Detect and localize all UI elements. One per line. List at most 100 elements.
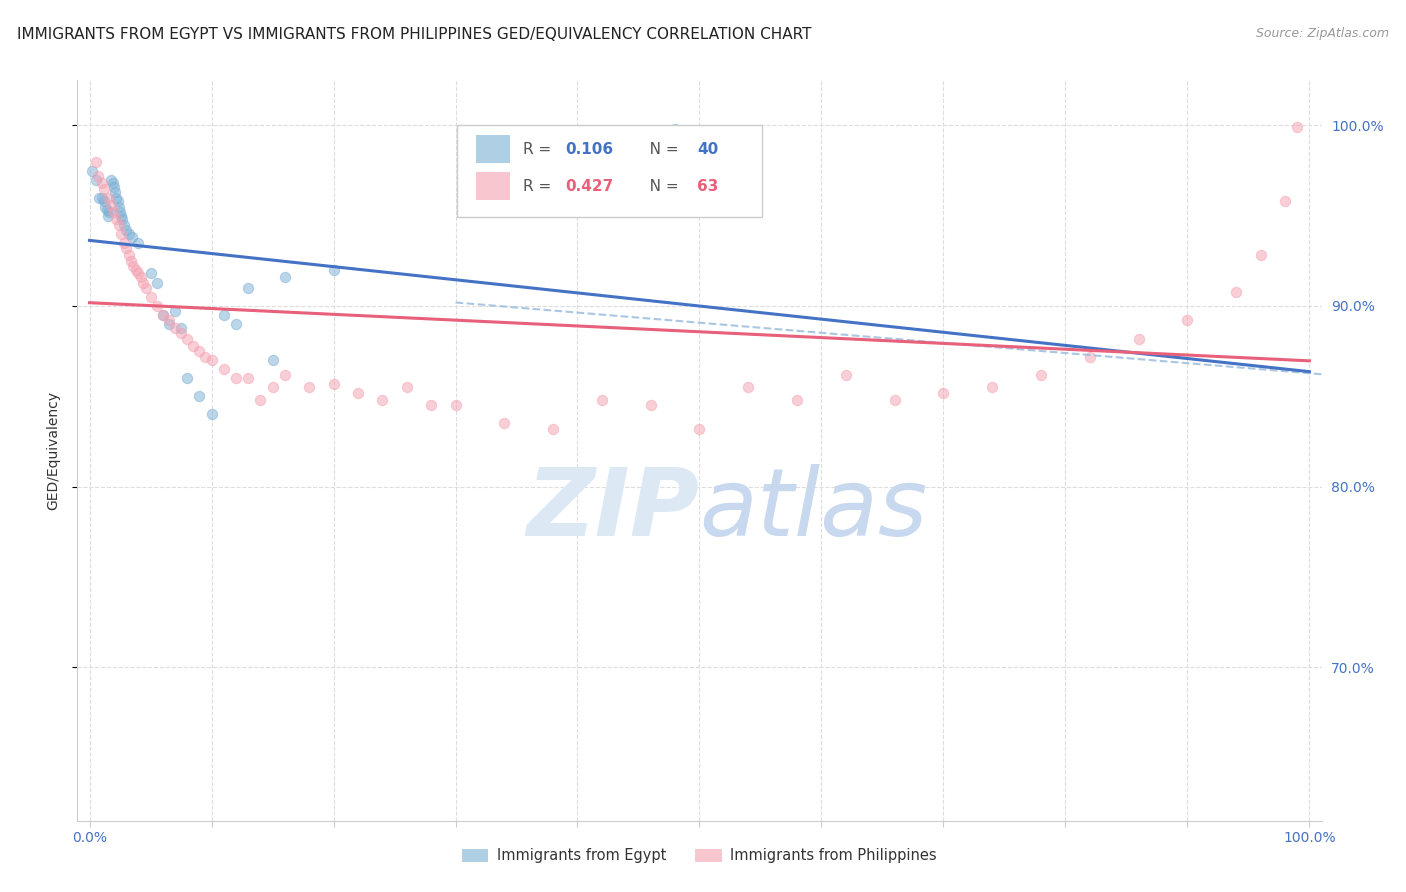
Point [105,212,128,227]
Point [112,218,135,232]
Point [157,313,180,327]
Point [262,380,284,394]
Point [273,270,295,285]
Point [420,398,443,412]
Text: IMMIGRANTS FROM EGYPT VS IMMIGRANTS FROM PHILIPPINES GED/EQUIVALENCY CORRELATION: IMMIGRANTS FROM EGYPT VS IMMIGRANTS FROM… [17,27,811,42]
Text: N =: N = [634,142,683,157]
Point [371,392,394,407]
Point [107,194,129,209]
Point [236,281,259,295]
Point [108,205,131,219]
Point [181,339,204,353]
Point [981,380,1004,394]
Point [127,235,149,250]
Point [97,191,120,205]
Point [212,308,235,322]
Point [1177,313,1199,327]
Point [932,385,955,400]
Point [1286,120,1309,135]
Point [132,276,155,290]
Point [115,223,138,237]
Point [1250,248,1272,262]
Point [98,205,121,219]
Point [883,392,905,407]
Point [120,253,142,268]
Point [127,267,149,281]
Text: 63: 63 [697,178,718,194]
Text: ZIP: ZIP [527,464,700,556]
Point [347,385,370,400]
Point [145,299,167,313]
Point [129,270,152,285]
Point [170,326,193,340]
Point [100,198,122,212]
Point [163,320,186,334]
Point [103,205,125,219]
Point [262,353,284,368]
Y-axis label: GED/Equivalency: GED/Equivalency [46,391,60,510]
FancyBboxPatch shape [457,125,762,218]
Point [176,331,198,345]
FancyBboxPatch shape [475,135,510,163]
Point [737,380,759,394]
Point [225,371,247,385]
Point [157,317,180,331]
Point [84,172,107,186]
Point [115,241,138,255]
Point [444,398,467,412]
Point [194,350,217,364]
Point [152,308,174,322]
Point [249,392,271,407]
Point [494,417,516,431]
Point [236,371,259,385]
Point [786,392,808,407]
Point [139,267,162,281]
Point [97,209,120,223]
Point [93,194,115,209]
Point [188,344,211,359]
Text: 0.427: 0.427 [565,178,613,194]
Point [591,392,613,407]
Point [87,169,110,183]
Point [90,176,112,190]
Point [122,260,145,274]
Point [176,371,198,385]
Legend: Immigrants from Egypt, Immigrants from Philippines: Immigrants from Egypt, Immigrants from P… [456,842,943,869]
Text: R =: R = [523,178,555,194]
Point [541,422,564,436]
Text: 40: 40 [697,142,718,157]
Point [163,304,186,318]
Point [1128,331,1150,345]
Point [104,186,127,200]
Text: N =: N = [634,178,683,194]
Point [80,163,103,178]
Point [395,380,418,394]
Point [101,176,124,190]
Point [121,230,143,244]
Point [112,235,135,250]
Point [103,179,125,194]
Point [188,389,211,403]
Point [117,248,139,262]
Point [105,191,128,205]
Text: Source: ZipAtlas.com: Source: ZipAtlas.com [1256,27,1389,40]
Point [111,212,134,227]
Point [1274,194,1296,209]
Text: 0.106: 0.106 [565,142,613,157]
Point [117,227,139,241]
Text: atlas: atlas [700,464,928,555]
Point [664,122,686,136]
Point [100,172,122,186]
Point [145,276,167,290]
Point [108,218,129,232]
Point [200,353,222,368]
Point [139,290,162,304]
Point [200,408,222,422]
Point [322,263,344,277]
Point [108,200,129,214]
Point [84,154,107,169]
Point [640,398,662,412]
Point [152,308,174,322]
Point [322,376,344,391]
Point [1029,368,1052,382]
